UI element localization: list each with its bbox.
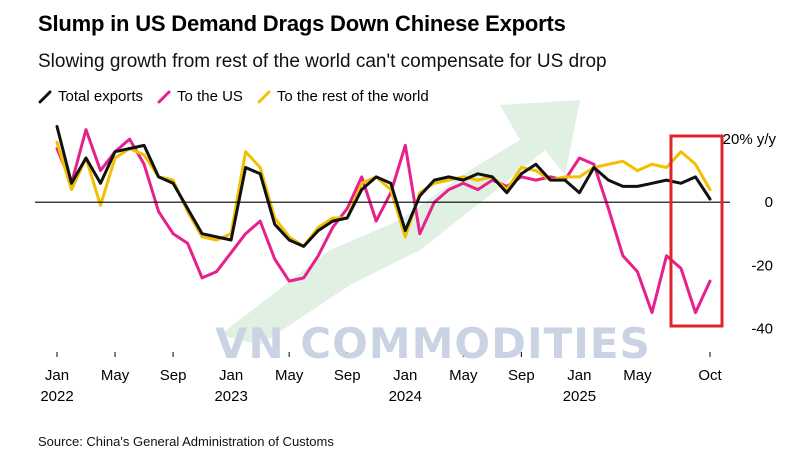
highlight-box [669, 134, 724, 328]
legend-item-total: Total exports [38, 88, 143, 105]
y-tick-label: 20% y/y [723, 131, 777, 148]
x-tick-label: Jan [393, 367, 417, 384]
x-year-label: 2023 [214, 388, 247, 405]
x-tick-label: Jan [45, 367, 69, 384]
x-tick-label: May [275, 367, 304, 384]
chart-subtitle: Slowing growth from rest of the world ca… [38, 51, 607, 72]
legend-swatch-us-icon [157, 90, 171, 103]
legend-swatch-total-icon [38, 90, 52, 103]
legend-item-rest: To the rest of the world [257, 88, 429, 105]
y-tick-label: -20 [751, 257, 773, 274]
x-tick-label: Jan [567, 367, 591, 384]
annotation-layer [669, 134, 724, 328]
watermark-text: VN COMMODITIES [215, 319, 651, 368]
chart-title: Slump in US Demand Drags Down Chinese Ex… [38, 11, 566, 36]
legend-label-us: To the US [177, 88, 243, 105]
series-line-total [55, 125, 712, 248]
legend-item-us: To the US [157, 88, 243, 105]
y-tick-label: -40 [751, 320, 773, 337]
x-tick-label: Sep [508, 367, 535, 384]
x-tick-label: Oct [698, 367, 722, 384]
x-tick-label: Sep [160, 367, 187, 384]
series-layer [55, 125, 712, 315]
x-year-label: 2022 [40, 388, 73, 405]
legend-label-total: Total exports [58, 88, 144, 105]
x-year-label: 2025 [563, 388, 596, 405]
source-note: Source: China's General Administration o… [38, 434, 334, 449]
series-line-us [55, 128, 712, 315]
x-tick-label: May [449, 367, 478, 384]
y-tick-label: 0 [765, 194, 773, 211]
axis-layer: 20% y/y 0 -20 -40 Jan 2022 May Sep Jan 2023 May Sep… [35, 131, 776, 405]
legend-label-rest: To the rest of the world [276, 88, 429, 105]
x-year-label: 2024 [389, 388, 422, 405]
legend: Total exports To the US To the rest of t… [38, 88, 429, 105]
legend-swatch-rest-icon [257, 90, 271, 103]
x-tick-label: May [623, 367, 652, 384]
x-tick-label: May [101, 367, 130, 384]
x-tick-label: Sep [334, 367, 361, 384]
x-tick-label: Jan [219, 367, 243, 384]
watermark-layer: VN COMMODITIES [215, 319, 651, 368]
